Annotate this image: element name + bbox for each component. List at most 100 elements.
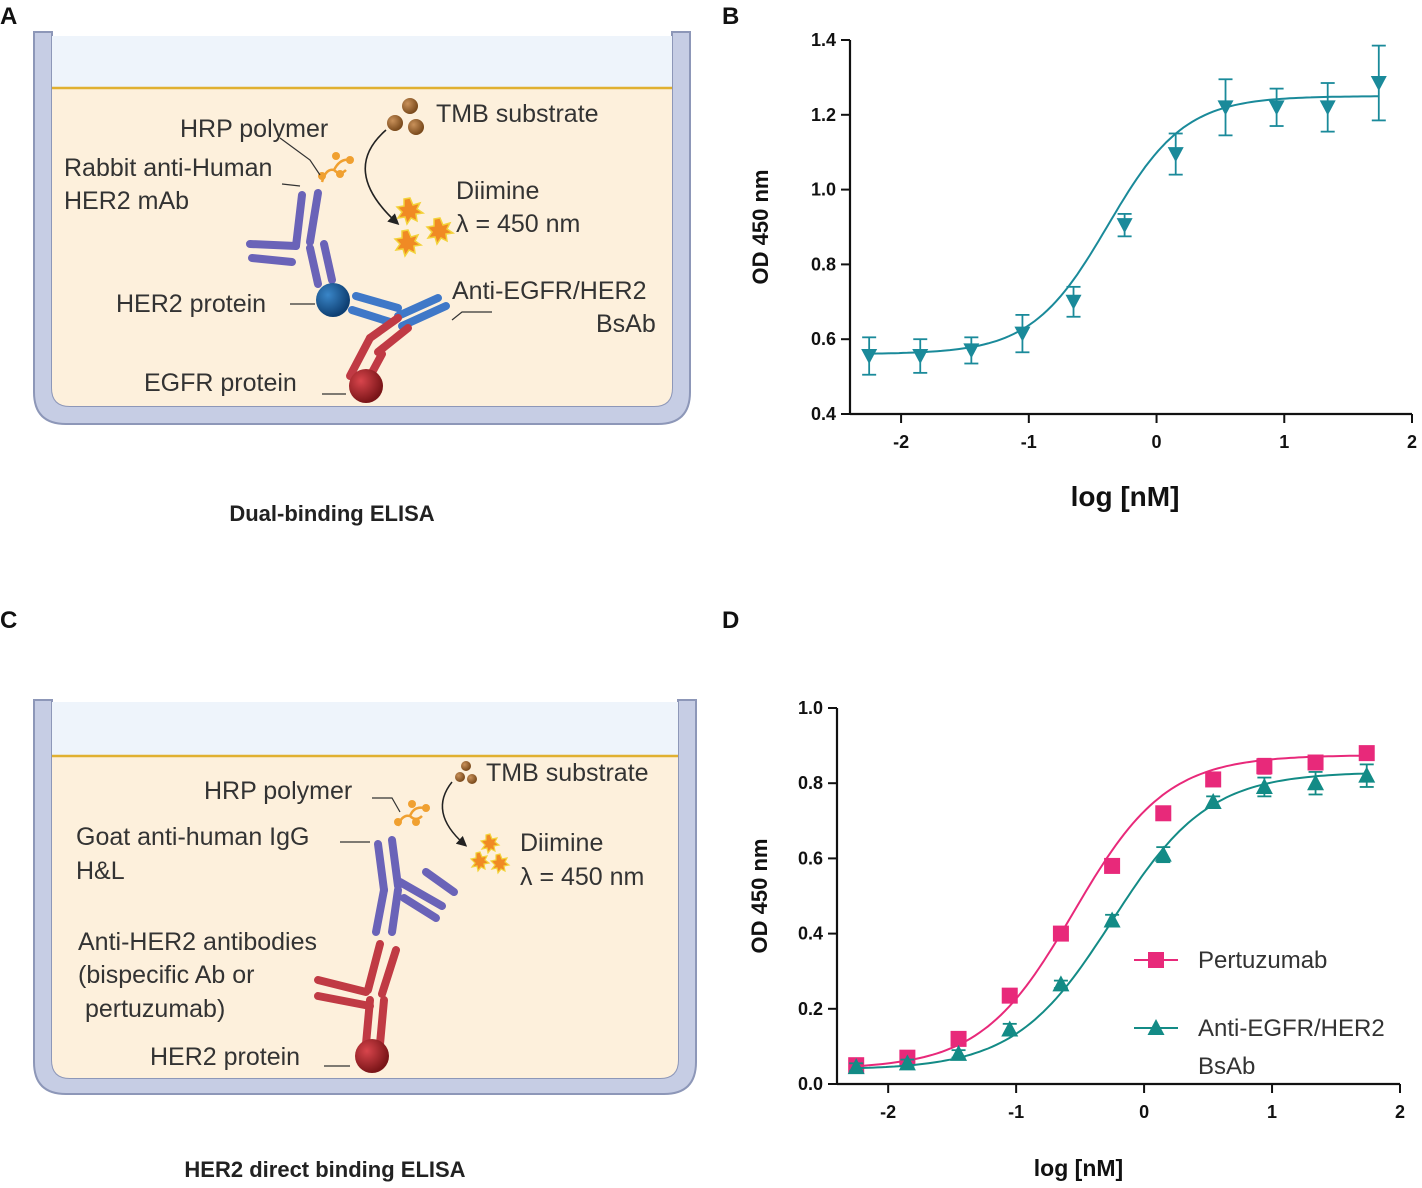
panel-letter-b: B (722, 3, 739, 30)
x-tick-label: -1 (1021, 432, 1037, 452)
data-point (1319, 100, 1336, 116)
anti-her2-label-line1: Anti-HER2 antibodies (78, 928, 317, 956)
data-point (1204, 793, 1222, 809)
tmb-substrate-icon (455, 761, 477, 784)
x-tick-label: 1 (1279, 432, 1289, 452)
fit-curve (869, 95, 1379, 355)
data-point (1217, 100, 1234, 116)
diimine-icon (393, 197, 456, 258)
anti-her2-label-line3: pertuzumab) (78, 995, 225, 1023)
goat-antibody-icon (372, 836, 458, 936)
well-c (33, 699, 697, 1095)
panel-b: B 0.4 0.6 0.8 1.0 1.2 1.4 -2 -1 0 1 2 log [nM] OD 45… (722, 3, 1417, 512)
panel-letter-d: D (722, 607, 739, 634)
her2-protein-label: HER2 protein (150, 1043, 300, 1071)
legend: Pertuzumab Anti-EGFR/HER2 BsAb (1134, 947, 1385, 1080)
series-anti-egfr-her2-bsab (847, 763, 1376, 1075)
reaction-arrow-icon (441, 781, 468, 847)
legend-label: Pertuzumab (1198, 947, 1327, 974)
x-tick-label: 2 (1395, 1102, 1405, 1122)
chart-b: 0.4 0.6 0.8 1.0 1.2 1.4 -2 -1 0 1 2 log [nM] OD 450 … (748, 30, 1417, 512)
y-tick-label: 0.6 (798, 848, 823, 868)
data-point (1065, 294, 1082, 310)
diimine-label: Diimine (456, 177, 539, 205)
diimine-icon (469, 833, 511, 875)
anti-her2-label-line2: (bispecific Ab or (78, 961, 254, 989)
y-tick-label: 1.2 (811, 105, 836, 125)
hrp-polymer-label: HRP polymer (180, 115, 328, 143)
rabbit-antibody-label-line2: HER2 mAb (64, 187, 189, 215)
chart-d: 0.0 0.2 0.4 0.6 0.8 1.0 -2 -1 0 1 2 log [nM] OD 450 … (747, 698, 1405, 1181)
well-liquid (52, 88, 672, 406)
well-headspace (52, 702, 678, 756)
data-point (950, 1030, 967, 1047)
data-point (1167, 147, 1184, 163)
well-a (33, 31, 691, 425)
rabbit-antibody-label-line1: Rabbit anti-Human (64, 154, 272, 182)
data-point (963, 343, 980, 359)
data-point (1104, 857, 1121, 874)
y-axis-title: OD 450 nm (747, 839, 772, 954)
data-point (1268, 100, 1285, 116)
data-point (1358, 766, 1376, 783)
her2-protein-label: HER2 protein (116, 290, 266, 318)
x-tick-label: 0 (1152, 432, 1162, 452)
legend-label: Anti-EGFR/HER2 (1198, 1015, 1385, 1042)
well-liquid (52, 756, 678, 1078)
fit-curve (856, 754, 1367, 1068)
wavelength-label: λ = 450 nm (456, 210, 580, 238)
data-point (898, 1054, 916, 1071)
data-point (1001, 1020, 1019, 1037)
caption-a: Dual-binding ELISA (229, 501, 434, 526)
panel-a: A (0, 3, 691, 526)
x-tick-label: 2 (1407, 432, 1417, 452)
legend-label: BsAb (1198, 1053, 1255, 1080)
data-point (1256, 758, 1273, 775)
bsab-antibody-icon (346, 292, 450, 384)
y-tick-label: 0.8 (811, 254, 836, 274)
her2-protein-icon (355, 1039, 389, 1073)
caption-c: HER2 direct binding ELISA (184, 1157, 465, 1182)
wavelength-label: λ = 450 nm (520, 863, 644, 891)
data-point (1370, 76, 1387, 92)
egfr-protein-label: EGFR protein (144, 369, 297, 397)
x-axis-title: log [nM] (1034, 1155, 1123, 1181)
her2-protein-icon (316, 283, 350, 317)
series-anti-egfr-her2-bsab (861, 44, 1387, 376)
panel-d: D 0.0 0.2 0.4 0.6 0.8 1.0 -2 -1 0 1 2 log [nM] OD 45… (722, 607, 1405, 1181)
y-tick-label: 0.2 (798, 999, 823, 1019)
y-tick-label: 1.0 (798, 698, 823, 718)
y-tick-label: 0.0 (798, 1074, 823, 1094)
data-point (1307, 754, 1324, 771)
rabbit-antibody-icon (246, 189, 336, 288)
bsab-label-line1: Anti-EGFR/HER2 (452, 277, 646, 305)
data-point (1103, 911, 1121, 928)
data-point (1307, 774, 1325, 791)
diimine-label: Diimine (520, 829, 603, 857)
anti-her2-antibody-icon (314, 940, 400, 1048)
bsab-label-line2: BsAb (596, 310, 656, 338)
goat-antibody-label-line2: H&L (76, 857, 125, 885)
x-tick-label: 0 (1139, 1102, 1149, 1122)
data-point (912, 349, 929, 365)
x-tick-label: 1 (1267, 1102, 1277, 1122)
y-tick-label: 0.6 (811, 329, 836, 349)
x-axis-title: log [nM] (1071, 481, 1180, 512)
data-point (1255, 777, 1273, 794)
leader-lines (324, 797, 401, 1067)
data-point (1358, 745, 1375, 762)
hrp-polymer-label: HRP polymer (204, 777, 352, 805)
data-point (1155, 805, 1172, 822)
data-point (1001, 987, 1018, 1004)
y-tick-label: 1.4 (811, 30, 836, 50)
reaction-arrow-icon (364, 129, 400, 226)
y-tick-label: 0.4 (811, 404, 836, 424)
x-tick-label: -1 (1008, 1102, 1024, 1122)
data-point (861, 349, 878, 365)
x-tick-label: -2 (893, 432, 909, 452)
legend-swatch-marker (1148, 952, 1164, 968)
well-headspace (52, 36, 672, 88)
hrp-polymer-icon (394, 800, 430, 827)
legend-swatch-marker (1147, 1019, 1165, 1035)
